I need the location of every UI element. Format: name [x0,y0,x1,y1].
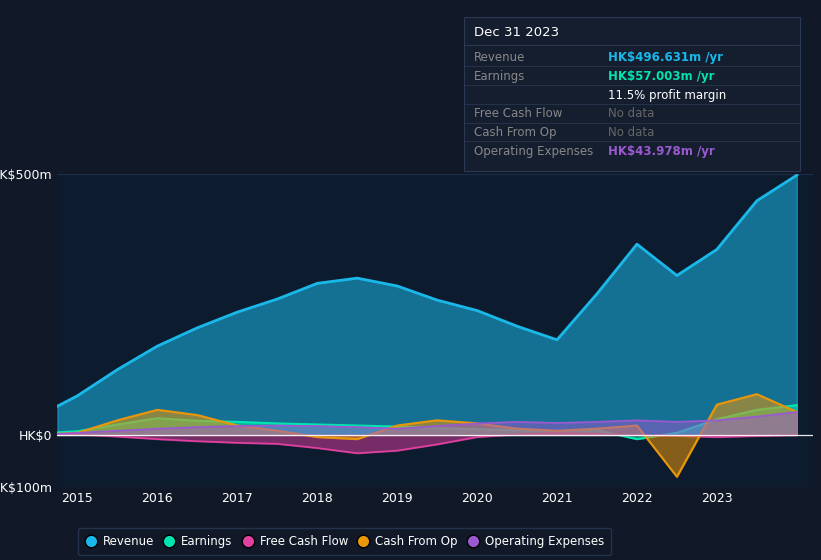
Text: 11.5% profit margin: 11.5% profit margin [608,88,726,101]
Text: Revenue: Revenue [474,50,525,64]
Legend: Revenue, Earnings, Free Cash Flow, Cash From Op, Operating Expenses: Revenue, Earnings, Free Cash Flow, Cash … [78,528,611,555]
Text: Operating Expenses: Operating Expenses [474,146,593,158]
Text: HK$57.003m /yr: HK$57.003m /yr [608,69,714,82]
Text: No data: No data [608,127,654,139]
Text: Earnings: Earnings [474,69,525,82]
Text: HK$43.978m /yr: HK$43.978m /yr [608,146,714,158]
Text: Cash From Op: Cash From Op [474,127,556,139]
Text: HK$496.631m /yr: HK$496.631m /yr [608,50,722,64]
Text: Dec 31 2023: Dec 31 2023 [474,26,559,39]
Text: No data: No data [608,108,654,120]
Text: Free Cash Flow: Free Cash Flow [474,108,562,120]
